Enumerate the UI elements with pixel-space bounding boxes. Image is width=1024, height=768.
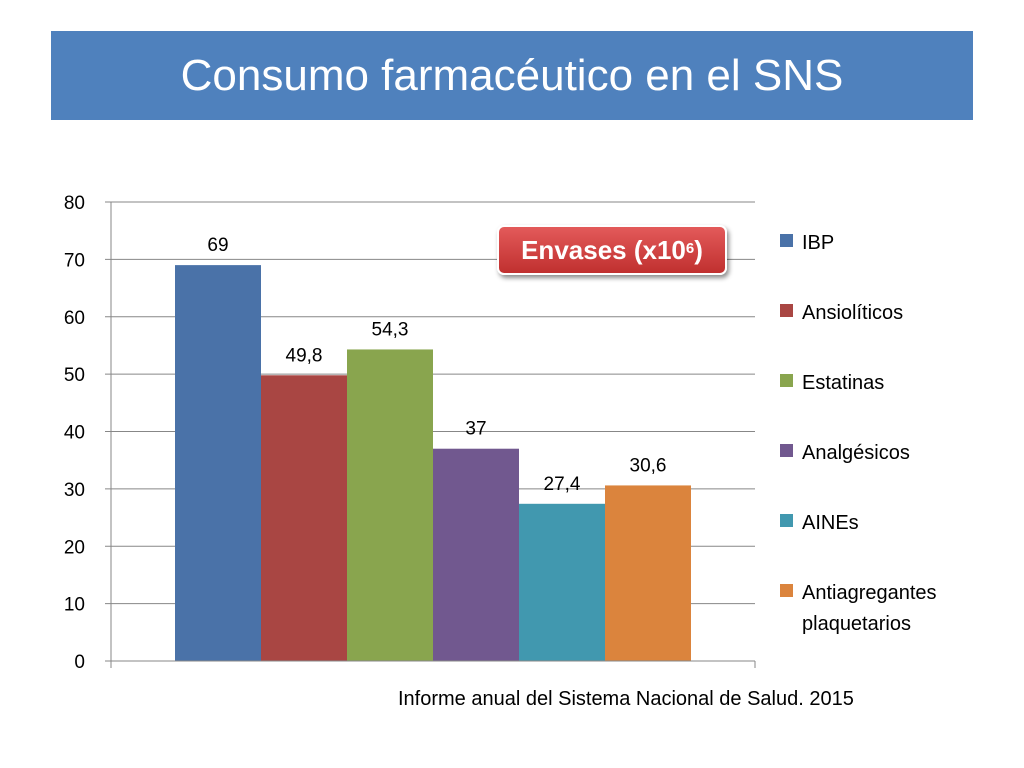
legend-label: Analgésicos: [802, 442, 910, 464]
units-badge-exponent: 6: [685, 239, 695, 257]
legend-swatch: [780, 444, 793, 457]
data-label: 69: [207, 235, 228, 256]
y-tick-label: 40: [64, 423, 85, 444]
legend-swatch: [780, 234, 793, 247]
data-label: 49,8: [286, 345, 323, 366]
bars-layer: [175, 265, 691, 661]
data-label: 27,4: [544, 474, 581, 495]
data-label: 37: [465, 419, 486, 440]
legend-label: AINEs: [802, 512, 859, 534]
units-badge: Envases (x10 6): [497, 225, 727, 275]
data-label: 30,6: [630, 455, 667, 476]
y-tick-label: 30: [64, 480, 85, 501]
y-tick-label: 60: [64, 308, 85, 329]
y-tick-label: 70: [64, 250, 85, 271]
legend-label-line: Antiagregantes: [802, 582, 937, 604]
bar-3: [347, 349, 433, 661]
source-citation: Informe anual del Sistema Nacional de Sa…: [398, 688, 854, 710]
bar-2: [261, 375, 347, 661]
legend-label: Antiagregantes plaquetarios: [802, 582, 937, 635]
y-tick-label: 0: [74, 652, 85, 673]
units-badge-text: Envases (x10: [521, 234, 686, 265]
legend-swatch: [780, 514, 793, 527]
title-bar: Consumo farmacéutico en el SNS: [51, 31, 973, 120]
bar-5: [519, 503, 605, 661]
y-tick-label: 50: [64, 365, 85, 386]
legend-swatch: [780, 304, 793, 317]
legend-label-line: plaquetarios: [802, 613, 911, 635]
bar-6: [605, 485, 691, 661]
bar-1: [175, 265, 261, 661]
y-tick-label: 20: [64, 537, 85, 558]
data-label: 54,3: [372, 319, 409, 340]
legend-layer: IBP Ansiolíticos Estatinas Analgésicos AINEs…: [780, 232, 937, 635]
legend-label: IBP: [802, 232, 834, 254]
y-tick-label: 10: [64, 595, 85, 616]
legend-label: Estatinas: [802, 372, 884, 394]
legend-swatch: [780, 374, 793, 387]
units-badge-close: ): [694, 234, 703, 265]
legend-swatch: [780, 584, 793, 597]
legend-label: Ansiolíticos: [802, 302, 903, 324]
axis-layer: 0 10 20 30 40 50 60 70 80: [64, 193, 756, 673]
y-tick-label: 80: [64, 193, 85, 214]
labels-layer: 69 49,8 54,3 37 27,4 30,6: [207, 235, 666, 495]
bar-4: [433, 448, 519, 661]
page-title: Consumo farmacéutico en el SNS: [180, 50, 844, 100]
